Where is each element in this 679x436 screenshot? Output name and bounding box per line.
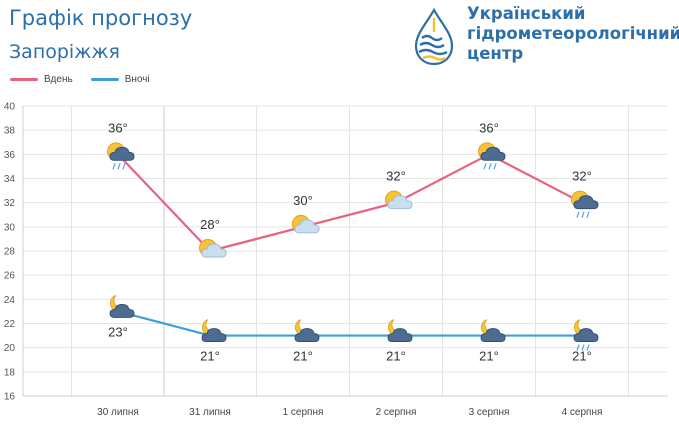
rain-drop — [581, 344, 585, 351]
city-name: Запоріжжя — [9, 41, 120, 63]
x-tick-label: 2 серпня — [376, 407, 417, 418]
rain-drop — [112, 163, 116, 170]
cloud-shape — [201, 328, 227, 343]
y-tick-label: 22 — [4, 319, 16, 330]
sun-cloud-icon — [199, 239, 227, 258]
y-tick-label: 28 — [4, 247, 16, 258]
cloud-shape — [201, 243, 227, 258]
day-temp-label: 30° — [293, 193, 313, 208]
moon-cloud-icon — [109, 295, 135, 318]
cloud-shape — [294, 328, 320, 343]
moon-cloud-rain-icon — [573, 319, 599, 351]
y-tick-label: 26 — [4, 271, 16, 282]
legend: Вдень Вночі — [10, 72, 168, 86]
night-temp-label: 21° — [479, 349, 499, 364]
legend-label-day: Вдень — [44, 73, 73, 85]
day-temp-label: 32° — [572, 169, 592, 184]
sun-cloud-rain-icon — [107, 142, 135, 170]
legend-label-night: Вночі — [124, 73, 150, 85]
y-tick-label: 40 — [4, 102, 16, 113]
day-temp-label: 28° — [200, 217, 220, 232]
rain-drop — [117, 163, 121, 170]
cloud-shape — [387, 328, 413, 343]
rain-drop — [586, 344, 590, 351]
rain-drop — [581, 211, 585, 218]
cloud-shape — [573, 195, 599, 210]
moon-cloud-icon — [387, 319, 413, 343]
sun-cloud-icon — [292, 214, 320, 234]
cloud-shape — [109, 146, 135, 161]
x-tick-label: 31 липня — [189, 407, 231, 418]
day-series-line — [117, 153, 583, 253]
night-temp-label: 21° — [572, 349, 592, 364]
rain-drop — [493, 163, 497, 170]
cloud-shape — [573, 328, 599, 343]
legend-swatch-day — [10, 77, 38, 81]
night-temp-label: 21° — [200, 349, 220, 364]
moon-cloud-icon — [201, 319, 227, 343]
night-temp-label: 21° — [293, 349, 313, 364]
y-tick-label: 38 — [4, 126, 16, 137]
y-tick-label: 30 — [4, 222, 16, 233]
legend-item-day[interactable]: Вдень — [10, 74, 73, 85]
org-name-line-3: центр — [467, 44, 524, 63]
x-tick-label: 30 липня — [97, 407, 139, 418]
x-tick-label: 4 серпня — [562, 407, 603, 418]
day-temp-label: 36° — [108, 120, 128, 135]
org-name-line-1: Український — [467, 4, 586, 23]
org-name: Український гідрометеорологічний центр — [467, 4, 679, 64]
y-tick-label: 18 — [4, 367, 16, 378]
rain-drop — [488, 163, 492, 170]
night-temp-label: 21° — [386, 349, 406, 364]
rain-drop — [122, 163, 126, 170]
rain-drop — [483, 163, 487, 170]
org-name-line-2: гідрометеорологічний — [467, 24, 679, 43]
sun-cloud-rain-icon — [478, 142, 506, 170]
night-temp-label: 23° — [108, 324, 128, 339]
sun-cloud-icon — [385, 190, 413, 210]
day-temp-label: 36° — [479, 120, 499, 135]
sun-cloud-rain-icon — [571, 190, 599, 218]
cloud-shape — [109, 303, 135, 318]
cloud-shape — [480, 146, 506, 161]
y-tick-label: 16 — [4, 392, 16, 403]
legend-swatch-night — [90, 77, 119, 81]
y-tick-label: 32 — [4, 198, 16, 209]
x-tick-label: 1 серпня — [283, 407, 324, 418]
y-tick-label: 34 — [4, 174, 16, 185]
x-tick-label: 3 серпня — [469, 407, 510, 418]
day-temp-label: 32° — [386, 169, 406, 184]
y-tick-label: 20 — [4, 343, 16, 354]
cloud-shape — [480, 328, 506, 343]
cloud-shape — [294, 219, 320, 234]
chart-title: Графік прогнозу — [9, 6, 193, 30]
cloud-shape — [387, 195, 413, 210]
y-tick-label: 24 — [4, 295, 16, 306]
moon-cloud-icon — [480, 319, 506, 343]
rain-drop — [576, 344, 580, 351]
legend-item-night[interactable]: Вночі — [90, 73, 150, 85]
y-tick-label: 36 — [4, 150, 16, 161]
drop-logo-icon — [414, 8, 454, 66]
rain-drop — [576, 211, 580, 218]
rain-drop — [586, 211, 590, 218]
moon-cloud-icon — [294, 319, 320, 343]
